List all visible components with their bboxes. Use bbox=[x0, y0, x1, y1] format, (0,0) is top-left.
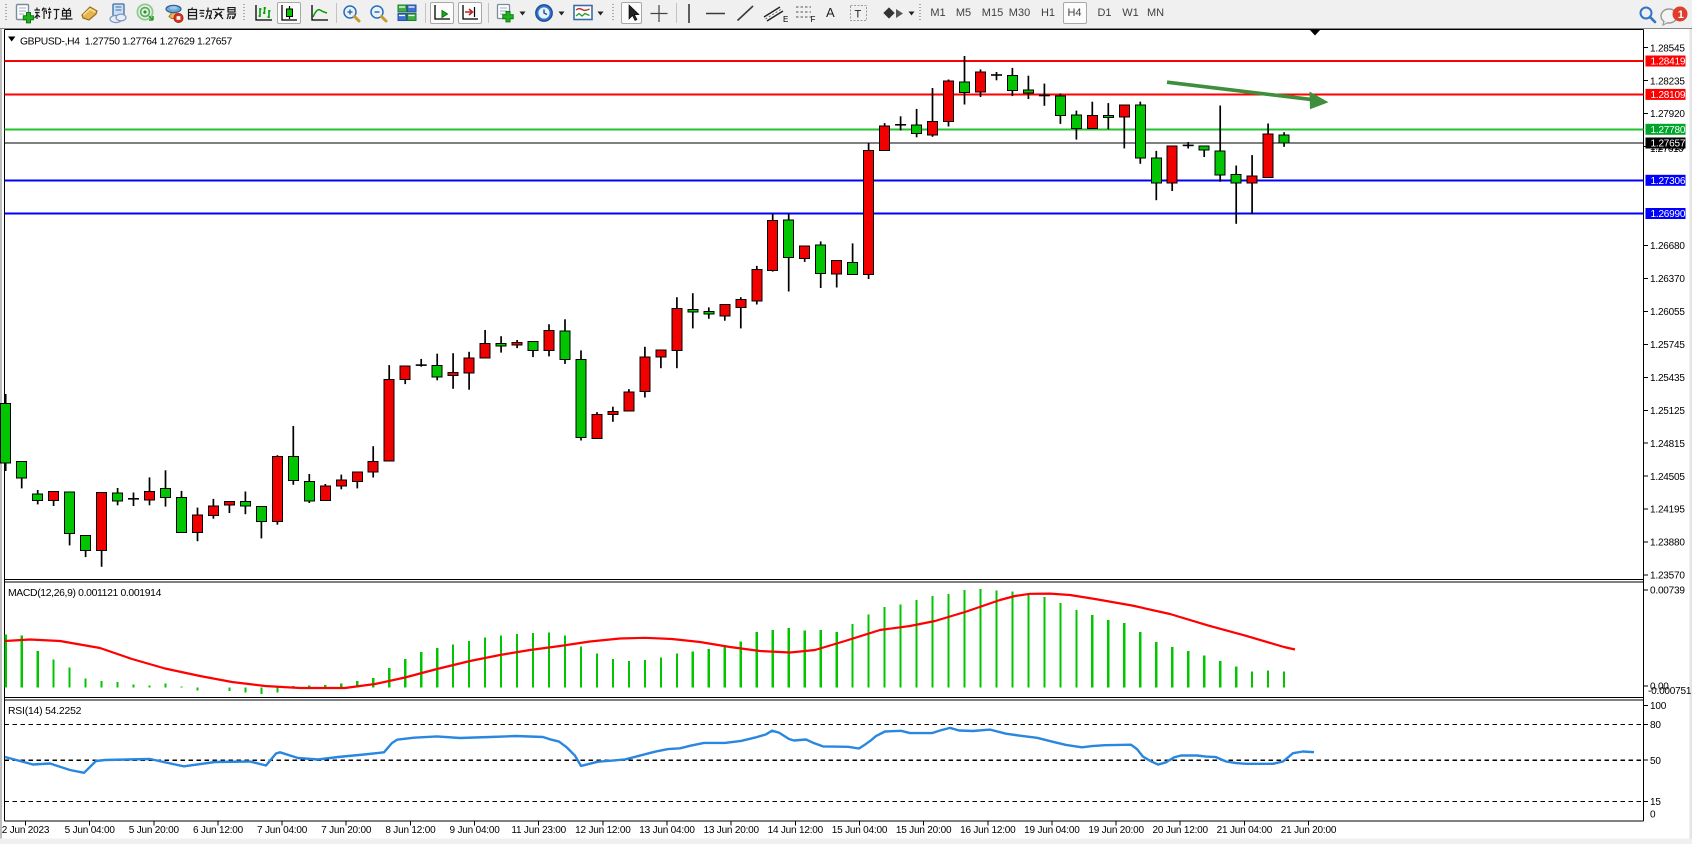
svg-text:0: 0 bbox=[1650, 810, 1656, 821]
svg-text:7 Jun 20:00: 7 Jun 20:00 bbox=[321, 825, 372, 836]
svg-text:15 Jun 20:00: 15 Jun 20:00 bbox=[896, 825, 952, 836]
svg-text:1.27780: 1.27780 bbox=[1651, 125, 1686, 136]
svg-text:1.23570: 1.23570 bbox=[1650, 571, 1685, 582]
svg-text:MACD(12,26,9) 0.001121 0.00191: MACD(12,26,9) 0.001121 0.001914 bbox=[8, 588, 162, 599]
svg-text:T: T bbox=[855, 9, 862, 21]
svg-text:80: 80 bbox=[1650, 720, 1661, 731]
svg-text:19 Jun 04:00: 19 Jun 04:00 bbox=[1024, 825, 1080, 836]
svg-text:14 Jun 12:00: 14 Jun 12:00 bbox=[768, 825, 824, 836]
svg-text:1.24505: 1.24505 bbox=[1650, 472, 1685, 483]
svg-text:1.24195: 1.24195 bbox=[1650, 505, 1685, 516]
svg-text:8 Jun 12:00: 8 Jun 12:00 bbox=[385, 825, 436, 836]
svg-text:1.27657: 1.27657 bbox=[1651, 139, 1686, 150]
svg-text:50: 50 bbox=[1650, 756, 1661, 767]
svg-text:20 Jun 12:00: 20 Jun 12:00 bbox=[1152, 825, 1208, 836]
svg-text:19 Jun 20:00: 19 Jun 20:00 bbox=[1088, 825, 1144, 836]
svg-text:0.00: 0.00 bbox=[1650, 681, 1669, 692]
svg-text:1.25125: 1.25125 bbox=[1650, 406, 1685, 417]
svg-text:13 Jun 20:00: 13 Jun 20:00 bbox=[703, 825, 759, 836]
svg-text:1.26055: 1.26055 bbox=[1650, 307, 1685, 318]
svg-text:0.00739: 0.00739 bbox=[1650, 586, 1685, 597]
svg-text:11 Jun 23:00: 11 Jun 23:00 bbox=[511, 825, 566, 836]
svg-text:1.25745: 1.25745 bbox=[1650, 340, 1685, 351]
svg-text:7 Jun 04:00: 7 Jun 04:00 bbox=[257, 825, 308, 836]
svg-text:15 Jun 04:00: 15 Jun 04:00 bbox=[832, 825, 888, 836]
svg-text:1: 1 bbox=[1678, 9, 1684, 21]
svg-text:-0.000751: -0.000751 bbox=[1648, 686, 1692, 697]
svg-text:21 Jun 04:00: 21 Jun 04:00 bbox=[1217, 825, 1273, 836]
svg-text:F: F bbox=[811, 15, 816, 23]
svg-text:16 Jun 12:00: 16 Jun 12:00 bbox=[960, 825, 1016, 836]
svg-text:E: E bbox=[783, 15, 788, 23]
svg-text:2 Jun 2023: 2 Jun 2023 bbox=[2, 825, 50, 836]
svg-text:GBPUSD-,H4 1.27750 1.27764 1.: GBPUSD-,H4 1.27750 1.27764 1.27629 1.276… bbox=[20, 37, 233, 48]
svg-text:1.28419: 1.28419 bbox=[1651, 57, 1686, 68]
svg-text:1.23880: 1.23880 bbox=[1650, 538, 1685, 549]
svg-text:1.27610: 1.27610 bbox=[1650, 144, 1684, 155]
svg-text:1.24815: 1.24815 bbox=[1650, 439, 1685, 450]
svg-text:9 Jun 04:00: 9 Jun 04:00 bbox=[450, 825, 501, 836]
svg-text:5 Jun 20:00: 5 Jun 20:00 bbox=[129, 825, 180, 836]
svg-text:1.27920: 1.27920 bbox=[1650, 109, 1685, 120]
svg-text:1.26370: 1.26370 bbox=[1650, 274, 1685, 285]
svg-text:1.26990: 1.26990 bbox=[1651, 209, 1686, 220]
svg-text:15: 15 bbox=[1650, 797, 1661, 808]
svg-text:100: 100 bbox=[1650, 701, 1667, 712]
svg-text:5 Jun 04:00: 5 Jun 04:00 bbox=[65, 825, 116, 836]
svg-text:1.27306: 1.27306 bbox=[1651, 176, 1686, 187]
svg-text:RSI(14) 54.2252: RSI(14) 54.2252 bbox=[8, 706, 82, 717]
svg-text:13 Jun 04:00: 13 Jun 04:00 bbox=[639, 825, 695, 836]
svg-text:1.28545: 1.28545 bbox=[1650, 43, 1685, 54]
svg-text:1.25435: 1.25435 bbox=[1650, 373, 1685, 384]
svg-text:1.28109: 1.28109 bbox=[1651, 90, 1686, 101]
svg-text:1.28235: 1.28235 bbox=[1650, 76, 1685, 87]
svg-text:21 Jun 20:00: 21 Jun 20:00 bbox=[1281, 825, 1337, 836]
svg-text:6 Jun 12:00: 6 Jun 12:00 bbox=[193, 825, 244, 836]
svg-text:12 Jun 12:00: 12 Jun 12:00 bbox=[575, 825, 631, 836]
svg-text:1.26680: 1.26680 bbox=[1650, 241, 1685, 252]
